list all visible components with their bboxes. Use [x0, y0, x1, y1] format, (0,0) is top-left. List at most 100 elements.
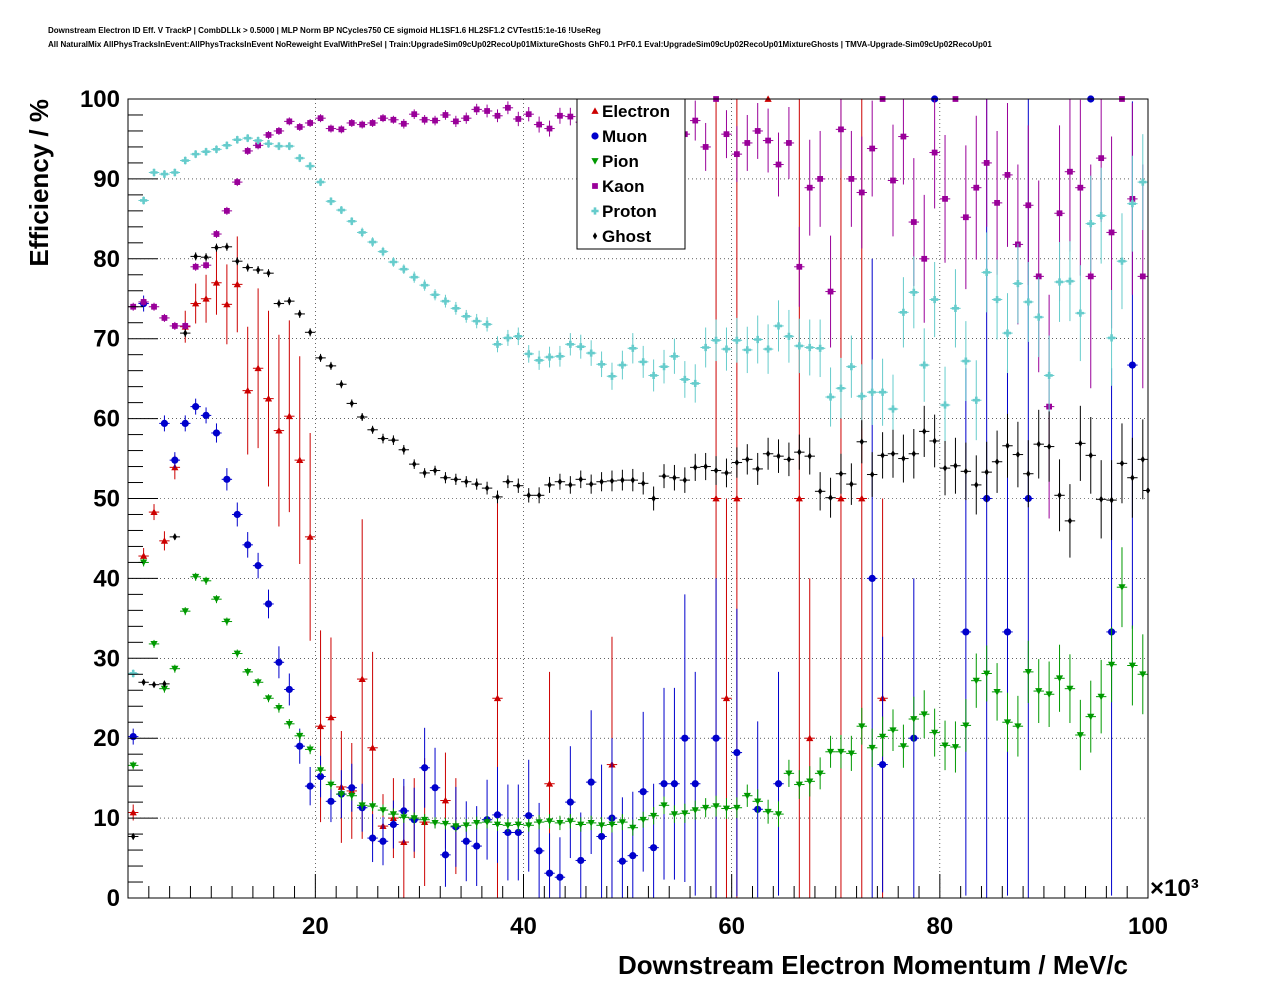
data-point-muon [650, 844, 658, 852]
data-point-pion [296, 732, 304, 740]
data-point-ghost [339, 380, 344, 388]
data-point-muon [244, 541, 252, 549]
data-point-proton [826, 393, 835, 401]
x-tick-label-60000: 60 [718, 913, 745, 940]
data-point-proton [868, 388, 876, 396]
data-point-proton [1055, 278, 1064, 286]
data-point-kaon [775, 161, 782, 168]
data-point-kaon [473, 106, 480, 113]
data-point-muon [202, 411, 210, 420]
data-point-ghost [942, 464, 948, 472]
data-point-ghost [797, 448, 802, 456]
data-point-ghost [1130, 474, 1135, 482]
data-point-muon [462, 837, 470, 845]
data-point-ghost [255, 266, 261, 274]
data-point-muon [587, 778, 595, 786]
data-point-kaon [442, 112, 449, 118]
data-point-proton [535, 356, 543, 364]
data-point-pion [764, 808, 772, 816]
data-point-muon [254, 562, 262, 570]
data-point-kaon [223, 207, 230, 214]
data-point-pion [826, 748, 835, 756]
data-point-ghost [630, 476, 635, 484]
legend-marker-muon [591, 132, 599, 140]
data-point-proton [566, 340, 574, 348]
data-point-electron [212, 279, 221, 286]
data-point-proton [379, 248, 387, 256]
data-point-ghost [1140, 455, 1145, 463]
data-point-ghost [922, 427, 927, 435]
data-point-ghost [318, 354, 323, 362]
data-point-pion [670, 811, 679, 818]
data-point-pion [545, 818, 554, 825]
data-point-proton [545, 353, 554, 361]
data-point-ghost [245, 263, 250, 272]
data-point-ghost [203, 253, 209, 261]
data-point-ghost [360, 413, 365, 421]
data-point-kaon [702, 144, 709, 150]
data-point-proton [316, 178, 325, 186]
legend: Electron Muon Pion Kaon Proton Ghost [576, 98, 686, 250]
data-point-electron [316, 722, 325, 730]
data-point-electron [722, 694, 731, 702]
data-point-kaon [910, 219, 917, 225]
data-point-muon [504, 828, 512, 837]
y-tick-label-50: 50 [93, 486, 120, 513]
data-point-proton [722, 345, 731, 353]
data-point-ghost [693, 463, 698, 471]
data-point-proton [244, 134, 252, 142]
data-point-proton [889, 405, 897, 413]
data-point-proton [431, 291, 439, 299]
data-point-muon [160, 419, 169, 427]
data-point-ghost [620, 476, 625, 484]
data-point-electron [306, 533, 314, 540]
x-tick-label-40000: 40 [510, 913, 537, 940]
data-point-ghost [349, 399, 354, 408]
data-point-proton [337, 206, 345, 214]
data-point-proton [1139, 178, 1147, 186]
data-point-muon [712, 734, 720, 742]
data-point-proton [795, 342, 803, 350]
data-point-kaon [484, 108, 490, 114]
data-point-proton [473, 317, 481, 325]
data-point-ghost [994, 458, 1000, 466]
data-point-proton [920, 361, 928, 369]
data-point-ghost [266, 269, 271, 277]
data-point-electron [223, 300, 231, 308]
data-point-ghost [578, 475, 583, 483]
data-point-ghost [443, 474, 448, 482]
data-point-ghost [287, 297, 292, 305]
data-point-proton [275, 142, 283, 150]
data-point-muon [348, 784, 356, 792]
data-point-proton [941, 401, 949, 409]
data-point-kaon [192, 263, 199, 270]
data-point-electron [493, 694, 502, 702]
legend-marker-ghost [592, 232, 598, 240]
data-point-muon [296, 742, 304, 750]
data-point-electron [545, 780, 554, 787]
legend-label-ghost: Ghost [602, 227, 651, 246]
data-point-ghost [380, 434, 386, 443]
data-point-pion [441, 820, 450, 828]
data-point-electron [150, 508, 158, 515]
data-point-ghost [776, 452, 781, 460]
data-point-pion [931, 729, 939, 737]
data-point-electron [233, 280, 241, 288]
data-point-pion [129, 762, 137, 769]
data-point-ghost [984, 468, 989, 476]
data-point-kaon [557, 112, 563, 119]
data-point-muon [129, 733, 137, 741]
data-point-pion [160, 685, 169, 693]
data-point-pion [556, 820, 564, 827]
data-point-pion [837, 748, 845, 756]
data-point-proton [962, 357, 970, 365]
x-tick-label-100000: 100 [1128, 913, 1168, 940]
data-point-proton [774, 322, 783, 330]
data-point-electron [296, 456, 304, 464]
data-point-muon [577, 856, 585, 865]
data-point-kaon [858, 189, 865, 196]
data-point-kaon [432, 117, 438, 124]
data-point-proton [785, 332, 793, 340]
data-point-pion [306, 746, 314, 753]
data-point-proton [816, 344, 824, 352]
